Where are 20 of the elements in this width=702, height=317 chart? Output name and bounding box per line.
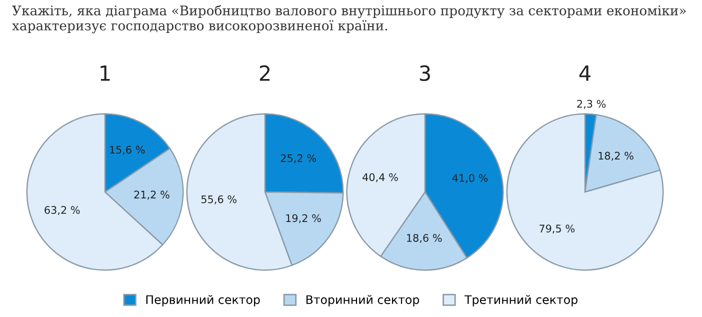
data-label: 55,6 % [201, 195, 236, 204]
chart-title: 2 [260, 65, 270, 81]
data-label: 19,2 % [286, 214, 321, 224]
data-label: 2,3 % [577, 100, 606, 109]
data-label: 15,6 % [110, 146, 145, 155]
data-label: 63,2 % [44, 206, 80, 215]
data-label: 79,5 % [540, 224, 574, 234]
data-label: 21,2 % [134, 190, 170, 200]
data-label: 40,4 % [362, 173, 398, 182]
data-label: 18,6 % [407, 234, 442, 243]
data-label: 41,0 % [452, 174, 488, 184]
chart-title: 4 [579, 66, 590, 81]
data-label: 25,2 % [280, 154, 316, 164]
chart-title: 1 [100, 66, 110, 81]
legend-label: Вторинний сектор [306, 295, 420, 306]
chart-title: 3 [420, 65, 430, 82]
legend-label: Первинний сектор [146, 295, 260, 306]
text: Укажіть, яка діаграма «Виробництво валового внутрішнього продукту за секторами економіки» характеризує господарство високорозвиненої країни. [12, 5, 686, 34]
data-label: 18,2 % [598, 152, 634, 161]
legend-label: Третинний сектор [464, 295, 578, 306]
